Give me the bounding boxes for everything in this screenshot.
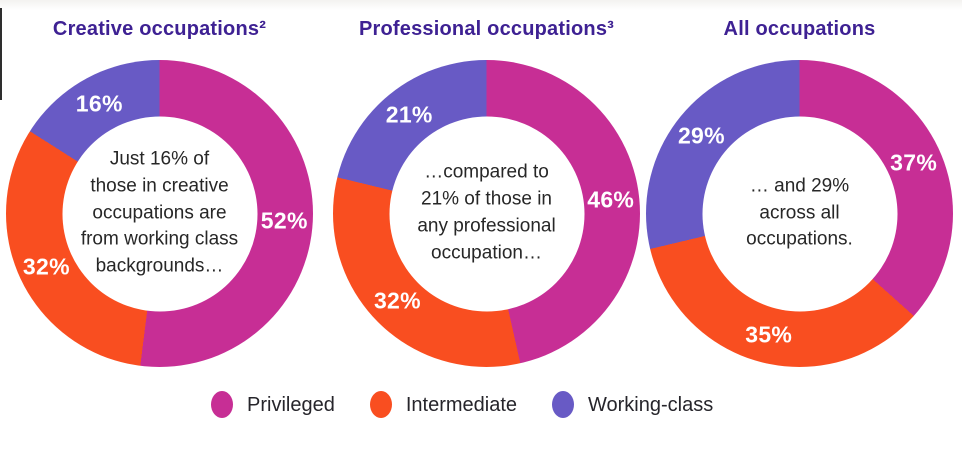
donut-chart-professional-occupations: Professional occupations³ …compared to 2… (333, 18, 640, 367)
donut-chart-all-occupations: All occupations … and 29% across all occ… (646, 18, 953, 367)
donut-center-text-all: … and 29% across all occupations. (746, 175, 853, 250)
intermediate-color-dot-icon (369, 391, 392, 418)
segment-percent-label: 16% (75, 90, 123, 117)
segment-percent-label: 37% (890, 149, 938, 176)
donut-hole-creative: Just 16% of those in creative occupation… (62, 116, 257, 311)
donut-center-text-professional: …compared to 21% of those in any profess… (417, 161, 556, 264)
donut-chart-creative-occupations: Creative occupations² Just 16% of those … (6, 18, 313, 367)
donut-ring-creative: Just 16% of those in creative occupation… (6, 60, 313, 367)
segment-percent-label: 46% (587, 186, 635, 213)
chart-title-creative: Creative occupations² (52, 18, 267, 40)
segment-percent-label: 52% (260, 207, 308, 234)
legend-label-working-class: Working-class (588, 393, 714, 416)
segment-percent-label: 21% (385, 101, 433, 128)
segment-percent-label: 29% (677, 122, 725, 149)
donut-ring-professional: …compared to 21% of those in any profess… (333, 60, 640, 367)
working-class-color-dot-icon (552, 391, 574, 418)
donut-ring-all: … and 29% across all occupations. 37% 35%… (646, 60, 953, 367)
left-edge-line (0, 8, 2, 100)
legend-item-intermediate: Intermediate (369, 391, 517, 418)
privileged-color-dot-icon (211, 391, 233, 418)
legend-item-privileged: Privileged (211, 391, 335, 418)
chart-title-professional: Professional occupations³ (358, 18, 615, 40)
donut-hole-professional: …compared to 21% of those in any profess… (389, 116, 584, 311)
donut-center-text-creative: Just 16% of those in creative occupation… (80, 148, 239, 277)
segment-percent-label: 35% (745, 321, 793, 348)
segment-percent-label: 32% (373, 287, 421, 314)
legend: Privileged Intermediate Working-class (211, 391, 713, 418)
segment-percent-label: 32% (22, 253, 70, 280)
top-strip (0, 0, 962, 10)
chart-title-all: All occupations (723, 18, 876, 40)
legend-item-working-class: Working-class (552, 391, 713, 418)
legend-label-intermediate: Intermediate (405, 393, 517, 416)
donut-hole-all: … and 29% across all occupations. (702, 116, 897, 311)
legend-label-privileged: Privileged (247, 393, 335, 416)
